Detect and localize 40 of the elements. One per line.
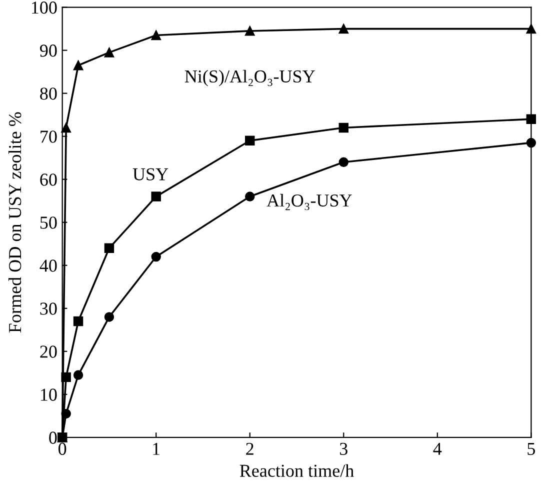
x-tick-label: 3	[340, 442, 348, 455]
point	[245, 192, 255, 202]
y-tick-label: 100	[32, 2, 57, 14]
y-tick-label: 80	[40, 88, 57, 100]
point	[245, 26, 255, 36]
point	[151, 252, 161, 262]
point	[151, 30, 161, 40]
y-tick-label: 30	[40, 302, 57, 315]
point	[61, 122, 71, 133]
point	[61, 408, 71, 419]
point	[73, 370, 84, 380]
y-tick-label: 90	[40, 44, 57, 57]
point	[104, 243, 114, 254]
y-tick-label: 20	[40, 346, 57, 358]
point	[104, 312, 114, 322]
x-tick-label: 4	[433, 442, 442, 455]
y-tick-label: 10	[41, 388, 57, 401]
point	[104, 48, 114, 58]
y-axis-title: Formed OD on USY zeolite %	[8, 112, 22, 333]
point	[73, 316, 84, 326]
x-axis-title: Reaction time/h	[240, 464, 354, 477]
y-tick-label: 60	[40, 174, 57, 186]
x-tick-label: 1	[153, 442, 160, 455]
x-tick-label: 2	[246, 442, 254, 455]
x-tick-label: 0	[58, 442, 66, 455]
series-label: USY	[132, 168, 168, 180]
point	[338, 157, 348, 167]
point	[73, 60, 84, 70]
series-label: Al₂O₃-USY	[266, 194, 352, 210]
point	[61, 372, 71, 382]
series-label: Ni(S)/Al₂O₃-USY	[184, 70, 315, 86]
y-tick-label: 50	[40, 216, 57, 229]
x-tick-label: 5	[528, 442, 535, 455]
point	[245, 136, 255, 146]
y-tick-label: 0	[49, 432, 57, 444]
y-tick-label: 40	[40, 260, 57, 272]
point	[338, 24, 348, 34]
point	[338, 122, 348, 133]
point	[151, 192, 161, 202]
y-tick-label: 70	[40, 130, 57, 143]
